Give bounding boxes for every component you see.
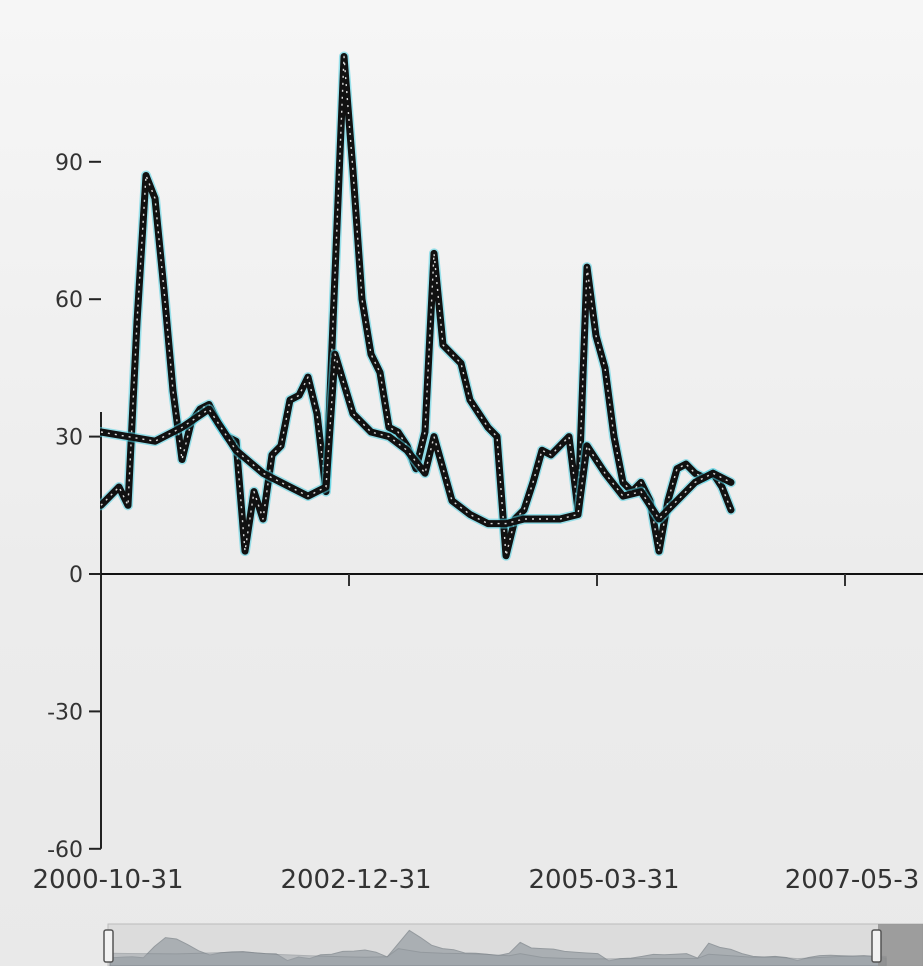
x-tick-label: 2002-12-31 bbox=[280, 865, 431, 895]
navigator-left-handle[interactable] bbox=[103, 929, 114, 963]
navigator[interactable] bbox=[103, 923, 923, 966]
x-tick-label: 2007-05-3 bbox=[785, 865, 920, 895]
y-tick-label: 30 bbox=[55, 426, 83, 451]
axes bbox=[89, 160, 923, 850]
y-tick-label: 0 bbox=[69, 563, 83, 588]
y-tick-label: -30 bbox=[47, 700, 83, 725]
navigator-right-handle[interactable] bbox=[871, 929, 882, 963]
navigator-series-2 bbox=[109, 948, 887, 966]
y-tick-label: 90 bbox=[55, 151, 83, 176]
series-2-highlight bbox=[100, 353, 732, 525]
y-tick-label: 60 bbox=[55, 288, 83, 313]
series-2-line bbox=[100, 350, 735, 528]
series-layer bbox=[100, 51, 736, 561]
series-1-glow bbox=[100, 51, 736, 561]
x-tick-label: 2005-03-31 bbox=[528, 865, 679, 895]
y-tick-label: -60 bbox=[47, 838, 83, 863]
series-2-glow bbox=[100, 349, 736, 529]
navigator-outside-range bbox=[878, 924, 923, 966]
x-tick-label: 2000-10-31 bbox=[32, 865, 183, 895]
navigator-preview bbox=[109, 929, 887, 966]
